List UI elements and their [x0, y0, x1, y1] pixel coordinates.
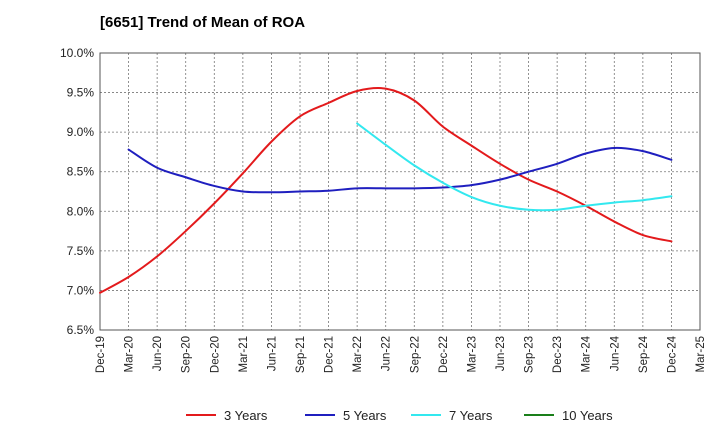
- x-tick-label: Mar-23: [466, 336, 478, 372]
- x-tick-label: Mar-20: [124, 336, 136, 372]
- x-tick-label: Sep-24: [638, 335, 650, 373]
- series-line-3-years: [99, 86, 673, 294]
- y-tick-labels: 6.5% 7.0% 7.5% 8.0% 8.5% 9.0% 9.5% 10.0%: [60, 46, 94, 337]
- x-tick-label: Dec-19: [95, 336, 107, 373]
- x-tick-label: Dec-24: [666, 335, 678, 373]
- y-tick-label: 10.0%: [60, 46, 94, 60]
- plot-frame: [99, 52, 701, 331]
- x-tick-label: Sep-21: [295, 336, 307, 373]
- series-line-7-years: [356, 122, 673, 212]
- x-tick-label: Mar-22: [352, 336, 364, 372]
- x-tick-label: Sep-22: [409, 336, 421, 373]
- legend: 3 Years 5 Years 7 Years 10 Years: [186, 408, 613, 423]
- x-tick-label: Jun-21: [266, 336, 278, 371]
- x-tick-label: Sep-23: [524, 336, 536, 373]
- x-tick-label: Sep-20: [181, 336, 193, 373]
- x-tick-label: Dec-23: [552, 336, 564, 373]
- series-lines: [99, 86, 673, 294]
- x-tick-labels: Dec-19 Mar-20 Jun-20 Sep-20 Dec-20 Mar-21 Jun-…: [95, 335, 707, 373]
- x-tick-label: Mar-21: [238, 336, 250, 372]
- legend-label-3-years: 3 Years: [224, 408, 268, 423]
- x-tick-label: Mar-24: [581, 335, 593, 372]
- y-tick-label: 8.5%: [67, 165, 95, 179]
- x-tick-label: Mar-25: [695, 336, 707, 372]
- x-tick-label: Dec-21: [324, 336, 336, 373]
- x-tick-label: Jun-22: [381, 336, 393, 371]
- chart-title: [6651] Trend of Mean of ROA: [100, 14, 306, 31]
- legend-label-10-years: 10 Years: [562, 408, 613, 423]
- legend-label-5-years: 5 Years: [343, 408, 387, 423]
- y-tick-label: 7.5%: [67, 244, 95, 258]
- y-tick-label: 9.0%: [67, 125, 95, 139]
- y-tick-label: 7.0%: [67, 283, 95, 297]
- x-tick-label: Dec-20: [209, 336, 221, 373]
- y-tick-label: 6.5%: [67, 323, 95, 337]
- x-tick-label: Jun-24: [609, 335, 621, 371]
- legend-label-7-years: 7 Years: [449, 408, 493, 423]
- x-tick-label: Jun-23: [495, 336, 507, 371]
- series-line-5-years: [127, 146, 673, 194]
- axes: [99, 52, 701, 331]
- x-tick-label: Dec-22: [438, 336, 450, 373]
- y-tick-label: 9.5%: [67, 86, 95, 100]
- x-tick-label: Jun-20: [152, 336, 164, 371]
- grid: [99, 52, 701, 331]
- y-tick-label: 8.0%: [67, 204, 95, 218]
